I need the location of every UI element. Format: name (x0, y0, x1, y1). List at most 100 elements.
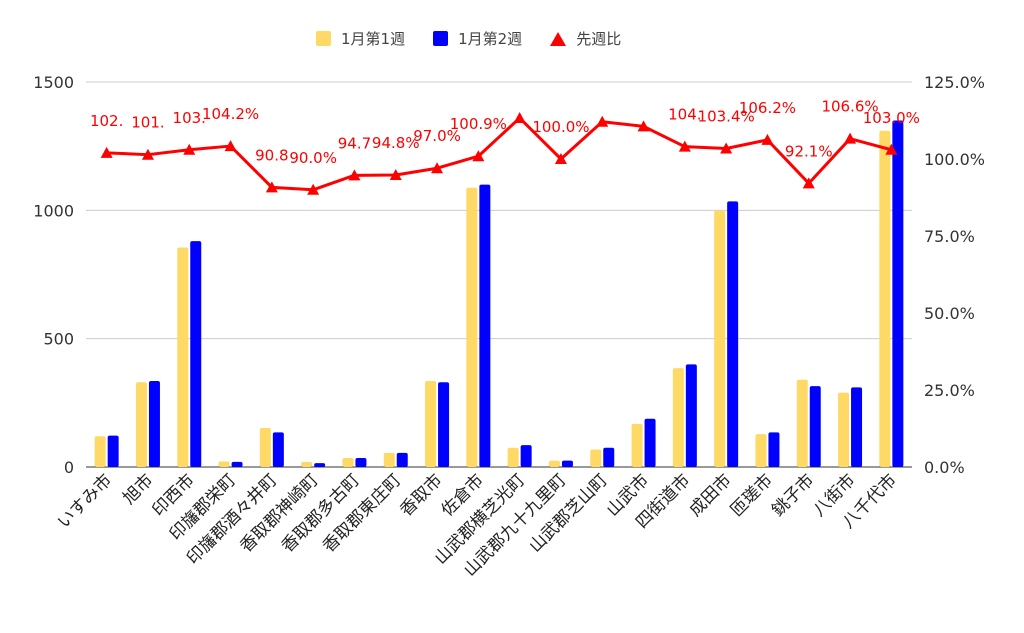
bar-week2 (809, 386, 821, 467)
legend-swatch-week1 (316, 31, 331, 46)
ratio-data-label: 104. (668, 106, 701, 124)
ratio-data-label: 94.7 (338, 134, 371, 152)
bar-week2 (644, 418, 656, 467)
legend-swatch-week2 (433, 31, 449, 46)
ratio-marker (183, 143, 196, 155)
bar-week1 (383, 452, 395, 467)
ratio-marker (720, 142, 733, 154)
bar-week1 (94, 436, 106, 467)
y-right-tick-label: 0.0% (924, 458, 965, 477)
ratio-data-label: 90.0% (289, 149, 337, 167)
ratio-data-label: 94.8% (372, 134, 420, 152)
ratio-data-label: 90.8 (255, 146, 288, 164)
category-label: いすみ市 (54, 470, 116, 532)
y-right-tick-label: 100.0% (924, 150, 985, 169)
ratio-data-label: 103. (173, 109, 206, 127)
ratio-data-label: 92.1% (785, 142, 833, 160)
bar-week1 (796, 379, 808, 467)
ratio-line (106, 116, 892, 192)
bar-week2 (561, 460, 573, 467)
y-left-tick-label: 1500 (33, 73, 74, 92)
bar-week1 (135, 382, 147, 467)
category-label: 匝瑳市 (727, 470, 777, 520)
bar-week2 (396, 452, 408, 467)
ratio-marker (885, 143, 898, 155)
bar-week2 (520, 445, 532, 467)
bar-week2 (479, 184, 491, 467)
bar-week2 (190, 241, 202, 467)
y-right-tick-label: 125.0% (924, 73, 985, 92)
ratio-data-label: 106.2% (739, 99, 796, 117)
ratio-marker (389, 169, 402, 181)
bar-week2 (355, 458, 367, 467)
bar-week1 (177, 247, 189, 467)
bar-week1 (259, 427, 271, 467)
bar-week1 (672, 368, 684, 467)
ratio-marker (678, 140, 691, 152)
ratio-marker (513, 112, 526, 124)
y-left-tick-label: 500 (43, 330, 74, 349)
ratio-marker (265, 181, 278, 193)
legend-item-week2: 1月第2週 (433, 28, 522, 49)
category-label: 成田市 (685, 470, 735, 520)
bar-week2 (148, 381, 160, 467)
bar-week1 (218, 461, 230, 467)
legend-label-week1: 1月第1週 (341, 30, 406, 48)
bar-week2 (438, 382, 450, 467)
y-right-tick-label: 75.0% (924, 227, 975, 246)
ratio-marker (141, 148, 154, 160)
ratio-marker (802, 177, 815, 189)
bar-week2 (727, 201, 739, 467)
ratio-data-label: 103.4% (698, 108, 755, 126)
ratio-marker (348, 169, 361, 181)
bar-week2 (603, 447, 615, 467)
legend-triangle-icon (550, 31, 567, 46)
bar-week2 (231, 461, 243, 467)
ratio-data-label: 101. (131, 114, 164, 132)
ratio-marker (224, 140, 237, 152)
bar-week2 (851, 387, 863, 467)
bar-week1 (838, 392, 850, 467)
ratio-marker (307, 183, 320, 195)
legend-label-week2: 1月第2週 (458, 30, 523, 48)
bar-week2 (768, 432, 780, 467)
bar-week2 (685, 364, 697, 467)
bar-week1 (301, 461, 313, 467)
ratio-marker (637, 120, 650, 132)
legend-label-ratio: 先週比 (576, 30, 622, 48)
ratio-data-label: 102. (90, 112, 123, 130)
ratio-marker (761, 133, 774, 145)
category-label: 香取市 (396, 470, 446, 520)
y-right-tick-label: 50.0% (924, 304, 975, 323)
ratio-data-label: 100.9% (450, 115, 507, 133)
ratio-marker (431, 162, 444, 174)
ratio-marker (472, 150, 485, 162)
bar-week1 (425, 381, 437, 467)
ratio-marker (844, 132, 857, 144)
bar-week1 (755, 434, 767, 467)
chart-legend: 1月第1週 1月第2週 先週比 (316, 28, 649, 49)
category-label: 銚子市 (768, 470, 818, 520)
bar-week2 (892, 120, 904, 467)
bar-week1 (631, 423, 643, 467)
y-right-tick-label: 25.0% (924, 381, 975, 400)
bar-week1 (879, 130, 891, 467)
legend-item-ratio: 先週比 (550, 28, 621, 49)
ratio-data-label: 100.0% (532, 118, 589, 136)
bar-week1 (548, 460, 560, 467)
bar-week1 (342, 458, 354, 467)
bar-week1 (466, 187, 478, 467)
bar-week2 (272, 432, 284, 467)
ratio-data-label: 106.6% (821, 98, 878, 116)
bar-week1 (714, 210, 726, 468)
y-left-tick-label: 1000 (33, 201, 74, 220)
bar-week2 (314, 463, 326, 467)
ratio-marker (596, 115, 609, 127)
bar-week1 (507, 447, 519, 467)
ratio-marker (100, 146, 113, 158)
bar-week1 (590, 449, 602, 467)
ratio-marker (554, 153, 567, 164)
ratio-data-label: 104.2% (202, 105, 259, 123)
y-left-tick-label: 0 (64, 458, 74, 477)
